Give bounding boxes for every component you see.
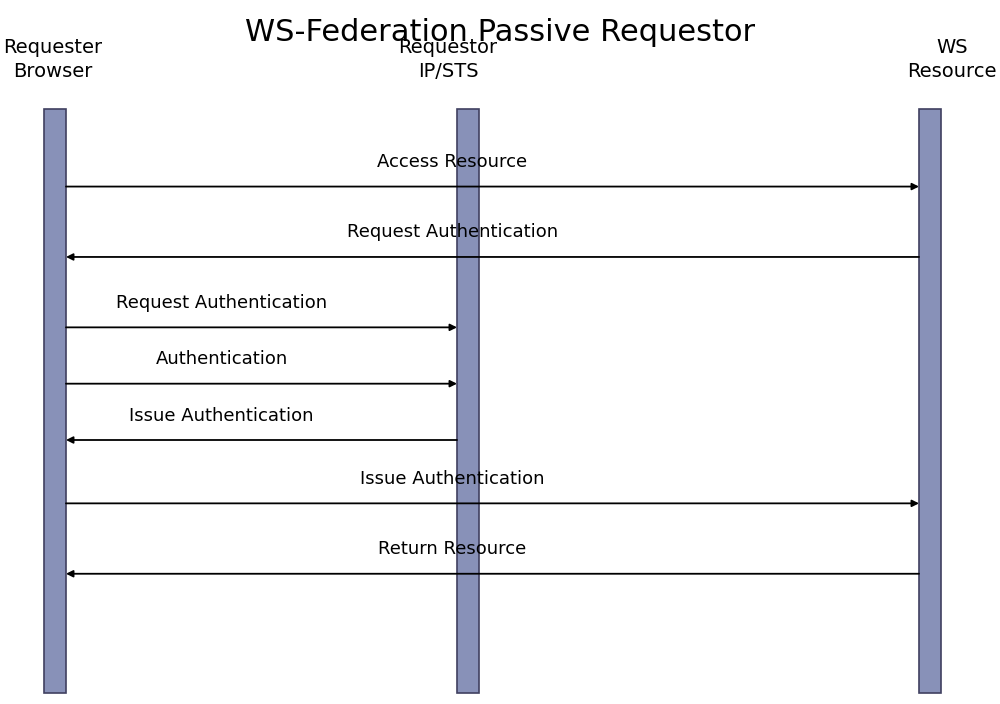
Text: Return Resource: Return Resource bbox=[378, 540, 527, 558]
Text: Issue Authentication: Issue Authentication bbox=[129, 406, 314, 425]
Text: Authentication: Authentication bbox=[155, 350, 288, 368]
Text: Issue Authentication: Issue Authentication bbox=[360, 470, 545, 488]
FancyBboxPatch shape bbox=[44, 109, 66, 693]
Text: WS-Federation Passive Requestor: WS-Federation Passive Requestor bbox=[245, 18, 755, 46]
Text: Requestor
IP/STS: Requestor IP/STS bbox=[398, 39, 498, 81]
Text: Requester
Browser: Requester Browser bbox=[3, 39, 102, 81]
Text: Access Resource: Access Resource bbox=[377, 153, 528, 171]
Text: WS
Resource: WS Resource bbox=[908, 39, 997, 81]
Text: Request Authentication: Request Authentication bbox=[347, 223, 558, 241]
Text: Request Authentication: Request Authentication bbox=[116, 294, 327, 312]
FancyBboxPatch shape bbox=[457, 109, 479, 693]
FancyBboxPatch shape bbox=[919, 109, 941, 693]
